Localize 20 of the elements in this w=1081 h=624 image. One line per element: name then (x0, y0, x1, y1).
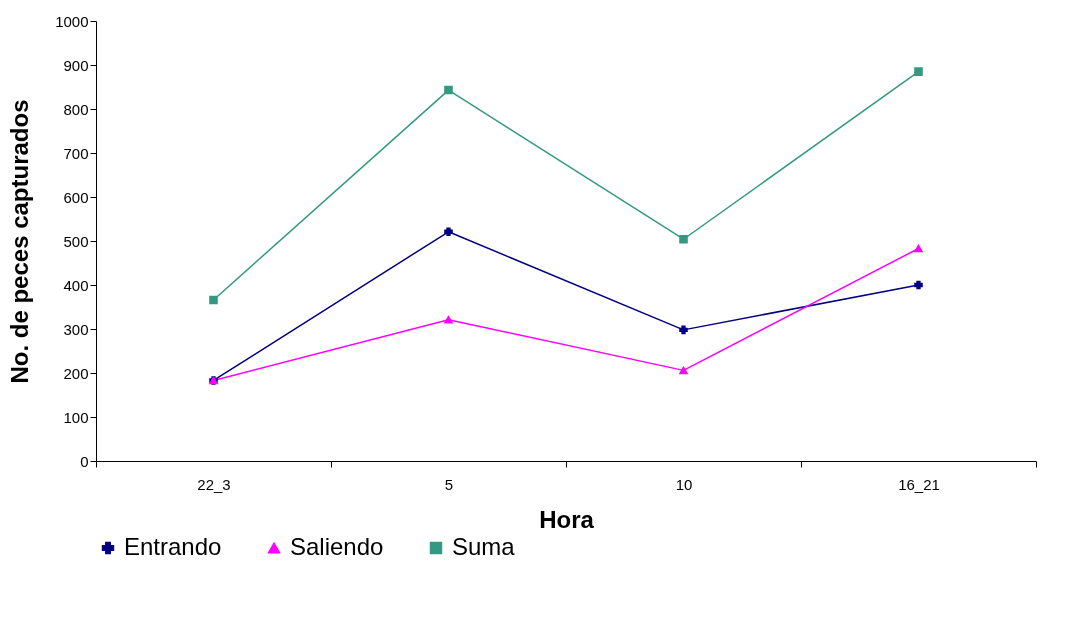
legend-label: Suma (452, 533, 516, 560)
x-tick-label: 5 (444, 475, 454, 493)
y-tick-label: 400 (63, 276, 89, 294)
x-tick-label: 22_3 (197, 475, 231, 493)
x-tick-label: 10 (675, 475, 693, 493)
y-tick-label: 900 (63, 56, 89, 74)
y-tick-label: 0 (80, 452, 89, 470)
y-tick-label: 800 (63, 100, 89, 118)
x-axis-title: Hora (539, 505, 595, 533)
y-tick-label: 200 (63, 364, 89, 382)
y-tick-label: 700 (63, 144, 89, 162)
y-tick-label: 300 (63, 320, 89, 338)
legend-label: Saliendo (290, 533, 384, 560)
y-tick-label: 100 (63, 408, 89, 426)
y-tick-label: 600 (63, 188, 89, 206)
x-tick-label: 16_21 (898, 475, 940, 493)
y-tick-label: 500 (63, 232, 89, 250)
y-axis-title: No. de peces capturados (6, 99, 34, 384)
legend-label: Entrando (124, 533, 222, 560)
y-tick-label: 1000 (55, 12, 89, 30)
